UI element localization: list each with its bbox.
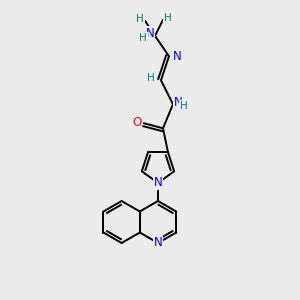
Text: N: N xyxy=(174,96,182,109)
Text: H: H xyxy=(136,14,144,24)
Text: N: N xyxy=(154,236,162,250)
Text: N: N xyxy=(154,176,162,190)
Text: H: H xyxy=(180,101,188,111)
Text: N: N xyxy=(146,27,154,40)
Text: H: H xyxy=(139,33,147,43)
Text: O: O xyxy=(132,116,141,129)
Text: H: H xyxy=(147,73,155,83)
Text: H: H xyxy=(164,13,172,23)
Text: N: N xyxy=(172,50,182,63)
